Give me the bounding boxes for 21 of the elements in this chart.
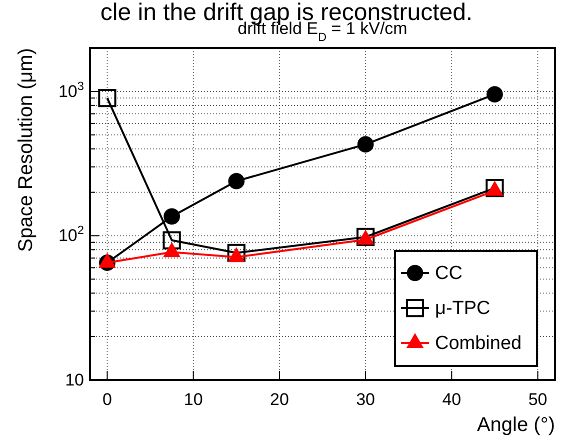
x-tick-label: 10 xyxy=(184,390,203,410)
x-tick-label: 50 xyxy=(528,390,548,410)
x-tick-label: 30 xyxy=(356,390,376,410)
x-tick-label: 20 xyxy=(270,390,289,410)
point xyxy=(98,88,116,108)
point xyxy=(227,244,246,262)
point xyxy=(228,172,245,190)
y-tick-label: 10 xyxy=(65,370,84,390)
point xyxy=(357,136,374,152)
legend-label: μ-TPC xyxy=(435,298,490,319)
point xyxy=(486,86,503,102)
point xyxy=(162,231,181,250)
x-tick-label: 40 xyxy=(442,390,462,410)
y-tick-label: 10$^{2}$ xyxy=(58,223,84,246)
x-axis-title: Angle (°) xyxy=(476,414,555,436)
legend-label: Combined xyxy=(435,333,522,354)
legend-label: CC xyxy=(435,263,462,284)
x-tick-label: 0 xyxy=(102,390,112,410)
y-axis-title: Space Resolution (μm) xyxy=(15,48,37,252)
point xyxy=(164,208,180,225)
y-tick-label: 10$^{3}$ xyxy=(58,78,84,101)
